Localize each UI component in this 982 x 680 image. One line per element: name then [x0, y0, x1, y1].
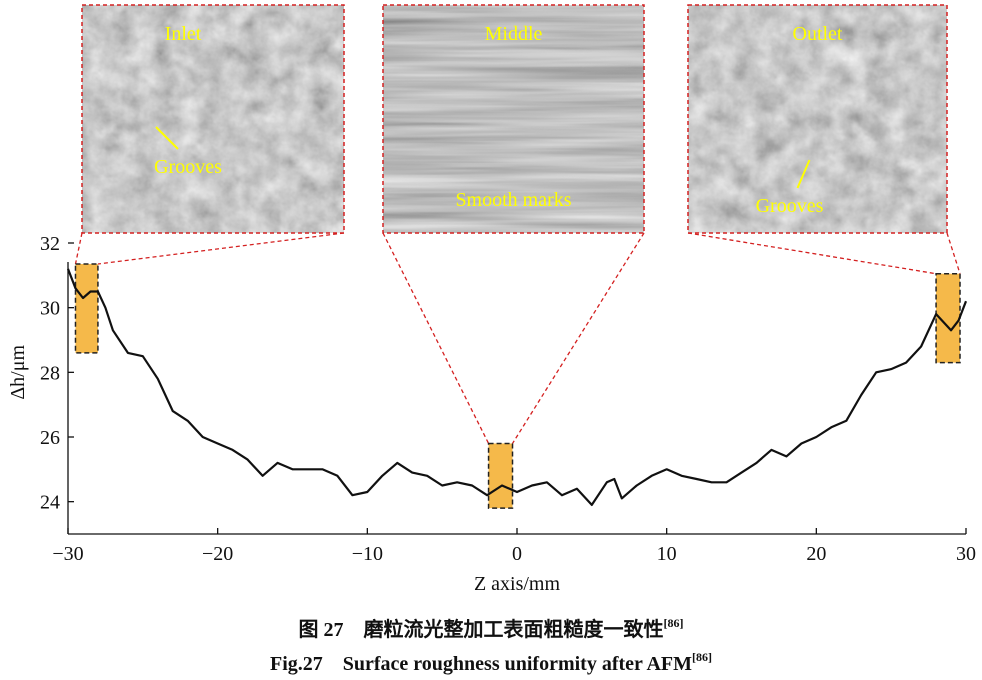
inset-image [383, 5, 644, 233]
inset-arrow [155, 126, 179, 150]
inset-frame [687, 4, 948, 234]
y-axis-label: Δh/μm [7, 345, 29, 400]
x-tick-label: −30 [52, 543, 83, 565]
x-tick-label: 0 [512, 543, 522, 565]
plot: 24 26 28 30 32 −30 −20 −10 0 10 20 30 Z axis/mm Δh/μm [7, 233, 976, 595]
y-tick-label: 32 [40, 233, 60, 255]
caption-en-ref: [86] [692, 650, 712, 664]
y-tick-label: 30 [40, 298, 60, 320]
connector [511, 232, 645, 444]
insets: Inlet Grooves Middle Smooth marks Outlet Groo… [74, 4, 961, 444]
connector [687, 232, 937, 275]
y-tick-label: 26 [40, 427, 60, 449]
inset-title: Inlet [165, 23, 202, 45]
y-tick-label: 24 [40, 492, 60, 514]
x-tick-label: 20 [806, 543, 826, 565]
caption-en: Fig.27 Surface roughness uniformity afte… [270, 650, 712, 675]
caption-zh: 图 27 磨粒流光整加工表面粗糙度一致性[86] [299, 616, 684, 641]
inset-annotation: Grooves [756, 195, 824, 217]
caption-zh-text: 图 27 磨粒流光整加工表面粗糙度一致性 [299, 617, 664, 641]
highlight-region [487, 442, 514, 509]
x-tick-label: 30 [956, 543, 976, 565]
inset-image [82, 5, 344, 233]
data-line [66, 268, 968, 506]
x-tick-label: −20 [202, 543, 233, 565]
inset-title: Middle [485, 23, 543, 45]
inset-frame [382, 4, 645, 234]
connector [74, 232, 83, 265]
caption-en-text: Fig.27 Surface roughness uniformity afte… [270, 653, 692, 675]
inset-title: Outlet [793, 23, 843, 45]
connector [946, 232, 961, 274]
x-tick-label: 10 [657, 543, 677, 565]
caption-zh-ref: [86] [664, 616, 684, 630]
inset-image [688, 5, 947, 233]
inset-annotation: Grooves [154, 156, 222, 178]
y-tick-label: 28 [40, 362, 60, 384]
x-axis-label: Z axis/mm [474, 573, 561, 595]
highlight-region [74, 263, 99, 354]
connector [97, 232, 345, 265]
connector [382, 232, 490, 444]
inset-annotation: Smooth marks [455, 189, 571, 211]
x-tick-label: −10 [352, 543, 383, 565]
inset-arrow [796, 159, 811, 189]
